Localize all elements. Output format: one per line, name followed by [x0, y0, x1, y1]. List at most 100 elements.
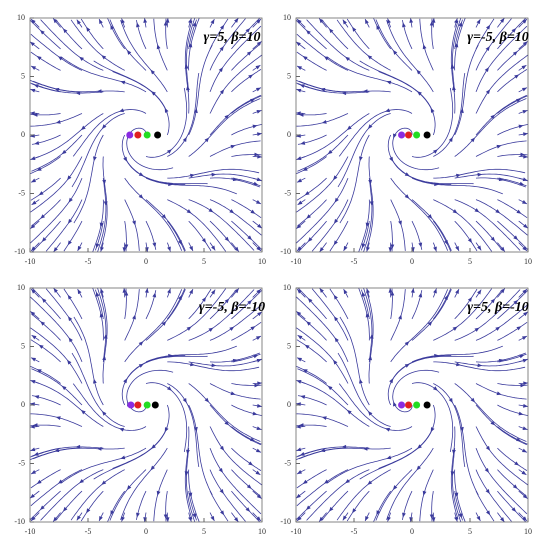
streamline: [339, 134, 370, 224]
arrowhead: [31, 178, 37, 183]
streamline: [188, 383, 261, 442]
streamline: [297, 113, 370, 160]
arrowhead: [389, 156, 394, 162]
streamline: [71, 352, 125, 427]
critical-point: [143, 131, 151, 139]
arrowhead: [245, 507, 251, 512]
streamline: [209, 220, 237, 251]
arrowhead: [119, 108, 125, 113]
arrowhead: [192, 513, 197, 519]
arrowhead: [253, 354, 259, 359]
arrowhead: [156, 44, 161, 50]
x-tick-label: -5: [85, 527, 92, 536]
arrowhead: [516, 98, 522, 103]
arrowhead: [247, 235, 252, 241]
arrowhead: [297, 357, 303, 362]
streamline: [167, 168, 260, 179]
arrowhead: [192, 21, 197, 27]
streamline: [166, 288, 186, 320]
arrowhead: [257, 381, 262, 386]
arrowhead: [333, 294, 338, 300]
arrowhead: [500, 517, 505, 522]
arrowhead: [248, 74, 254, 79]
arrowhead: [365, 515, 369, 521]
streamline: [321, 19, 349, 50]
streamline: [390, 156, 474, 185]
streamline: [100, 156, 108, 250]
streamline: [31, 313, 61, 341]
arrowhead: [40, 505, 45, 511]
streamline: [63, 288, 83, 320]
arrowhead: [30, 111, 35, 116]
critical-point: [127, 401, 135, 409]
streamline: [93, 60, 168, 114]
arrowhead: [342, 19, 347, 25]
streamline: [188, 404, 213, 496]
arrowhead: [296, 424, 301, 429]
streamline: [295, 490, 327, 521]
arrowhead: [211, 245, 216, 251]
x-tick-label: 10: [524, 527, 532, 536]
arrowhead: [67, 240, 72, 246]
arrowhead: [250, 209, 256, 214]
arrowhead: [386, 80, 392, 85]
arrowhead: [201, 238, 206, 244]
x-tick-label: -10: [25, 257, 36, 266]
streamline: [209, 289, 237, 320]
arrowhead: [143, 517, 148, 522]
arrowhead: [122, 247, 127, 252]
arrowhead: [477, 363, 483, 368]
arrowhead: [123, 378, 128, 384]
arrowhead: [234, 517, 239, 522]
critical-point: [413, 131, 421, 139]
y-tick-label: -5: [18, 458, 25, 467]
critical-point: [413, 401, 421, 409]
streamline: [475, 18, 495, 50]
streamline: [326, 56, 413, 93]
streamline: [373, 490, 392, 522]
arrowhead: [182, 136, 187, 142]
streamline: [336, 19, 391, 71]
streamline: [419, 469, 434, 522]
arrowhead: [387, 18, 391, 24]
arrowhead: [450, 63, 455, 69]
arrowhead: [136, 512, 140, 518]
streamline: [454, 44, 479, 136]
annotation: γ=-5, β=10: [467, 30, 529, 45]
arrowhead: [211, 363, 217, 368]
arrowhead: [410, 247, 415, 252]
streamline: [497, 289, 529, 320]
arrowhead: [161, 214, 167, 219]
y-tick-label: 5: [287, 341, 291, 350]
arrowhead: [31, 19, 36, 24]
arrowhead: [459, 108, 464, 114]
arrowhead: [210, 19, 215, 25]
arrowhead: [208, 327, 214, 332]
panel: -10 -5 0 5 10 -10 -5 0 5 10 γ=-5, β=10: [280, 13, 532, 266]
arrowhead: [297, 66, 303, 70]
streamline: [231, 321, 262, 341]
y-tick-label: 10: [283, 283, 291, 292]
arrowhead: [500, 18, 505, 23]
streamline: [387, 355, 452, 406]
arrowhead: [224, 236, 230, 242]
arrowhead: [500, 288, 505, 294]
streamline: [297, 313, 327, 341]
arrowhead: [252, 124, 258, 129]
panel: -10 -5 0 5 10 -10 -5 0 5 10 γ=-5, β=-10: [14, 283, 266, 536]
critical-point: [143, 401, 151, 409]
streamline: [153, 18, 168, 71]
streamline: [126, 127, 174, 171]
streamline: [329, 220, 349, 252]
streamline: [60, 447, 147, 484]
arrowhead: [522, 19, 527, 24]
arrowhead: [190, 362, 195, 367]
arrowhead: [255, 470, 261, 475]
arrowhead: [92, 378, 97, 384]
arrowhead: [256, 19, 261, 24]
arrowhead: [486, 24, 491, 30]
arrowhead: [102, 179, 107, 185]
streamline: [296, 156, 349, 213]
arrowhead: [144, 288, 149, 293]
arrowhead: [86, 508, 91, 514]
